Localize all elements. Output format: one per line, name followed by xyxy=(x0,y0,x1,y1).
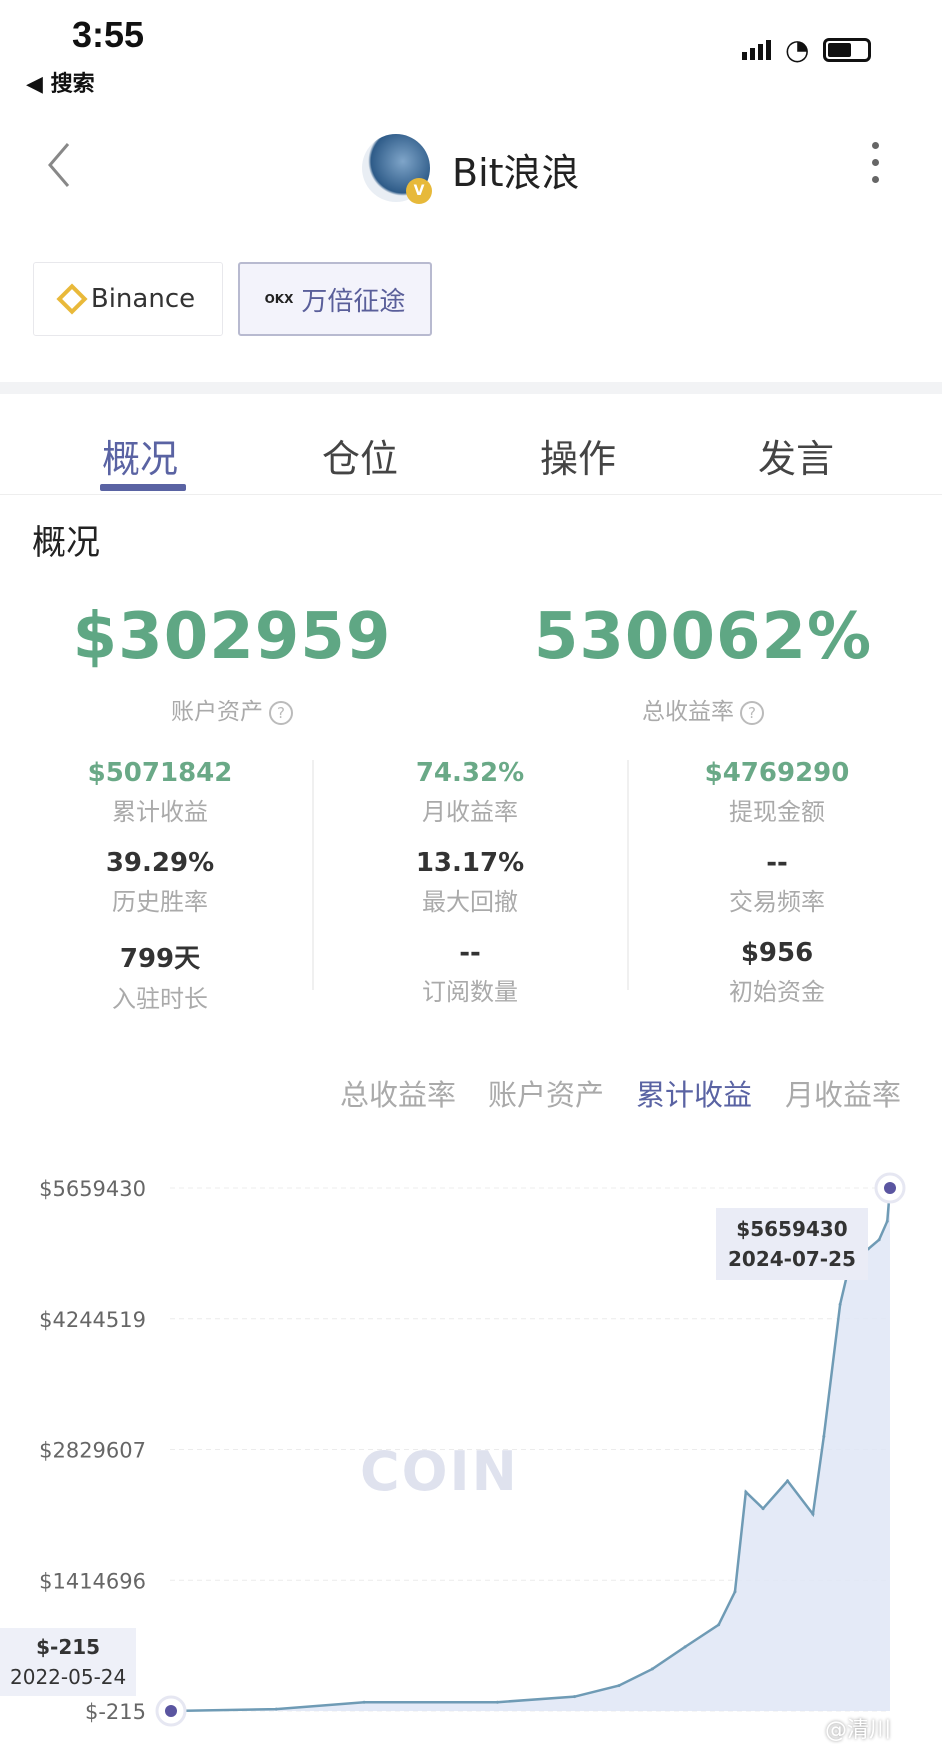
account-assets-value: $302959 xyxy=(72,600,392,674)
data-point xyxy=(838,1302,842,1306)
stat-item: 13.17% 最大回撤 xyxy=(320,848,620,917)
chart-tab-account-assets[interactable]: 账户资产 xyxy=(488,1078,605,1112)
stat-item: 39.29% 历史胜率 xyxy=(10,848,310,917)
end-marker xyxy=(884,1182,896,1194)
data-point xyxy=(733,1590,737,1594)
binance-logo-icon xyxy=(56,283,88,315)
stat-item: -- 订阅数量 xyxy=(320,938,620,1007)
verified-badge-icon: V xyxy=(406,178,432,204)
exchange-chip-okx[interactable]: OKX 万倍征途 xyxy=(238,262,432,336)
tooltip-date: 2022-05-24 xyxy=(10,1665,127,1689)
total-return-label: 总收益率? xyxy=(493,692,913,726)
stat-item: -- 交易频率 xyxy=(627,848,927,917)
stat-value: -- xyxy=(459,938,481,968)
stat-item: 799天入驻时长 xyxy=(10,938,310,1014)
data-point xyxy=(683,1645,687,1649)
data-point xyxy=(885,1219,889,1223)
column-divider xyxy=(627,760,629,990)
data-point xyxy=(877,1238,881,1242)
y-tick-label: $5659430 xyxy=(39,1177,146,1201)
data-point xyxy=(274,1707,278,1711)
end-tooltip: $5659430 2024-07-25 xyxy=(716,1208,868,1280)
tab-overview[interactable]: 概况 xyxy=(101,437,178,481)
back-to-search-link[interactable]: ◀ 搜索 xyxy=(26,72,95,97)
section-divider xyxy=(0,382,942,394)
tooltip-value: $-215 xyxy=(36,1635,101,1659)
start-tooltip: $-215 2022-05-24 xyxy=(0,1628,137,1696)
y-tick-label: $2829607 xyxy=(39,1439,146,1463)
help-icon[interactable]: ? xyxy=(269,700,293,725)
exchange-chip-binance[interactable]: Binance xyxy=(33,262,223,336)
data-point xyxy=(822,1435,826,1439)
okx-logo-icon: OKX xyxy=(264,292,294,306)
tab-positions[interactable]: 仓位 xyxy=(321,437,398,481)
data-point xyxy=(495,1700,499,1704)
stat-label: 交易频率 xyxy=(729,888,825,916)
chart-tab-cumulative-profit[interactable]: 累计收益 xyxy=(636,1078,753,1112)
chip-label: Binance xyxy=(90,284,196,314)
account-assets-label: 账户资产? xyxy=(22,692,442,726)
area-fill xyxy=(171,1188,890,1711)
page-title: Bit浪浪 xyxy=(452,151,580,195)
data-point xyxy=(617,1684,621,1688)
stat-item: 74.32% 月收益率 xyxy=(320,758,620,827)
y-tick-label: $1414696 xyxy=(39,1569,146,1593)
chip-label: 万倍征途 xyxy=(301,286,406,317)
stat-value: $956 xyxy=(740,938,814,968)
data-point xyxy=(744,1490,748,1494)
section-title: 概况 xyxy=(32,523,100,563)
data-point xyxy=(717,1623,721,1627)
stat-value: 13.17% xyxy=(415,848,525,878)
stat-label: 初始资金 xyxy=(729,978,825,1006)
battery-icon xyxy=(823,38,872,62)
data-point xyxy=(761,1507,765,1511)
signal-icon xyxy=(742,40,771,60)
stat-label: 累计收益 xyxy=(112,798,208,826)
stat-value: $4769290 xyxy=(704,758,850,788)
active-tab-indicator xyxy=(100,484,186,491)
label-text: 总收益率 xyxy=(642,699,734,725)
stat-label: 最大回撤 xyxy=(422,888,518,916)
tooltip-date: 2024-07-25 xyxy=(728,1247,856,1271)
status-icons: ◔ xyxy=(742,33,872,66)
column-divider xyxy=(312,760,314,990)
more-menu-icon[interactable] xyxy=(872,142,879,183)
credit-watermark: @清川 xyxy=(825,1718,892,1743)
stat-value: 799天 xyxy=(119,944,201,974)
y-tick-label: $-215 xyxy=(85,1700,146,1724)
tab-posts[interactable]: 发言 xyxy=(757,437,834,481)
stat-label: 提现金额 xyxy=(729,798,825,826)
y-tick-label: $4244519 xyxy=(39,1308,146,1332)
back-chevron-icon[interactable] xyxy=(44,140,74,190)
stat-item: $4769290 提现金额 xyxy=(627,758,927,827)
start-marker xyxy=(165,1705,177,1717)
data-point xyxy=(650,1667,654,1671)
label-text: 账户资产 xyxy=(171,699,263,725)
stat-value: -- xyxy=(766,848,788,878)
data-point xyxy=(811,1512,815,1516)
stat-value: 39.29% xyxy=(105,848,215,878)
data-point xyxy=(362,1700,366,1704)
tab-operations[interactable]: 操作 xyxy=(539,437,616,481)
stat-label: 月收益率 xyxy=(422,798,518,826)
stat-value: 74.32% xyxy=(415,758,525,788)
stat-label: 入驻时长 xyxy=(112,985,208,1013)
data-point xyxy=(786,1479,790,1483)
status-time: 3:55 xyxy=(72,14,145,55)
total-return-value: 530062% xyxy=(533,600,873,674)
watermark-coin: COIN xyxy=(360,1440,519,1503)
help-icon[interactable]: ? xyxy=(740,700,764,725)
data-point xyxy=(572,1695,576,1699)
stat-item: $5071842 累计收益 xyxy=(10,758,310,827)
stat-label: 历史胜率 xyxy=(112,888,208,916)
stat-value: $5071842 xyxy=(87,758,233,788)
chart-tab-monthly-return[interactable]: 月收益率 xyxy=(785,1078,902,1112)
chart-tab-total-return[interactable]: 总收益率 xyxy=(340,1078,457,1112)
wifi-icon: ◔ xyxy=(785,33,810,66)
stat-label: 订阅数量 xyxy=(422,978,518,1006)
tooltip-value: $5659430 xyxy=(736,1217,848,1241)
stat-item: $956 初始资金 xyxy=(627,938,927,1007)
tab-divider xyxy=(0,494,942,495)
